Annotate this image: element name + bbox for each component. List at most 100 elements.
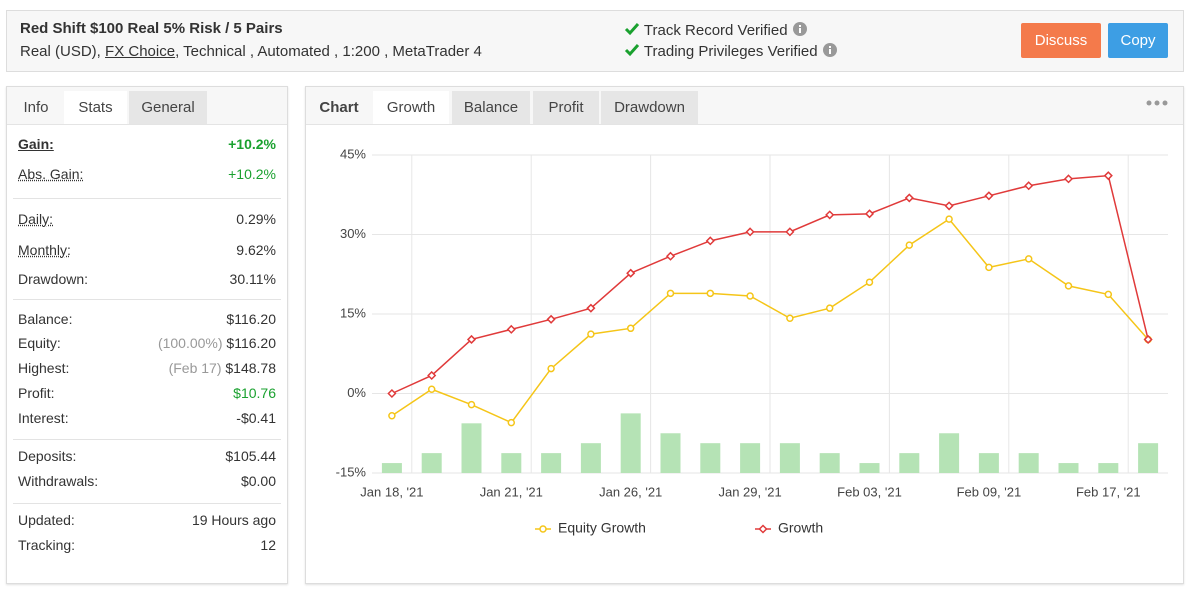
- x-tick-label: Feb 03, '21: [837, 484, 902, 499]
- stat-value: $10.76: [233, 385, 276, 401]
- separator: [13, 299, 281, 300]
- bar: [700, 443, 721, 473]
- stat-label: Tracking:: [18, 537, 76, 553]
- tab-active[interactable]: Growth: [373, 91, 449, 124]
- y-tick-label: 0%: [347, 385, 366, 400]
- tab[interactable]: Balance: [452, 91, 530, 124]
- x-tick-label: Feb 17, '21: [1076, 484, 1141, 499]
- stat-value-text: +10.2%: [228, 166, 276, 182]
- tab-active[interactable]: Stats: [64, 91, 127, 124]
- header-bar: Red Shift $100 Real 5% Risk / 5 Pairs Re…: [6, 10, 1184, 72]
- stat-value-text: 12: [260, 537, 276, 553]
- stat-value: (100.00%) $116.20: [158, 335, 276, 351]
- series-marker: [506, 324, 516, 334]
- series-marker: [786, 314, 794, 322]
- legend-marker: [539, 525, 547, 533]
- stat-value: (Feb 17) $148.78: [169, 360, 276, 376]
- bar: [501, 453, 522, 473]
- bar: [660, 433, 681, 473]
- series-marker: [985, 263, 993, 272]
- series-marker: [387, 388, 397, 399]
- copy-button[interactable]: Copy: [1108, 23, 1168, 58]
- check-icon: [624, 44, 640, 57]
- stat-value-text: $10.76: [233, 385, 276, 401]
- series-marker: [904, 193, 914, 203]
- bar: [779, 443, 800, 473]
- series-marker: [547, 364, 555, 373]
- stat-label: Highest:: [18, 360, 70, 376]
- tab[interactable]: Drawdown: [601, 91, 698, 124]
- stat-value-text: +10.2%: [228, 136, 276, 152]
- bar: [978, 453, 999, 473]
- separator: [13, 198, 281, 199]
- series-marker: [427, 385, 436, 394]
- series-marker: [587, 330, 595, 338]
- bar: [620, 413, 641, 473]
- tab[interactable]: General: [129, 91, 207, 124]
- series-marker: [984, 191, 994, 201]
- verified-item: Track Record Verified: [624, 21, 808, 39]
- bar: [580, 443, 601, 473]
- series-marker: [546, 314, 556, 324]
- series-marker: [785, 227, 795, 237]
- broker-link[interactable]: FX Choice: [105, 43, 176, 60]
- series-marker: [1063, 174, 1074, 184]
- bar: [939, 433, 960, 473]
- series-marker: [1064, 282, 1073, 290]
- series-marker: [1104, 290, 1113, 299]
- series-marker: [1143, 334, 1153, 345]
- series-marker: [706, 289, 715, 298]
- account-details: , Technical , Automated , 1:200 , MetaTr…: [175, 43, 482, 60]
- legend-label: Growth: [778, 520, 823, 536]
- series-marker: [507, 418, 516, 427]
- bar: [740, 443, 761, 473]
- tab[interactable]: Profit: [533, 91, 599, 124]
- stat-value-text: $116.20: [226, 311, 276, 327]
- series-marker: [865, 278, 874, 286]
- stat-value: $105.44: [225, 448, 276, 464]
- series-marker: [944, 201, 954, 211]
- bar: [1058, 463, 1079, 473]
- series-marker: [905, 241, 914, 249]
- bar: [1098, 463, 1119, 473]
- bar: [1018, 453, 1039, 473]
- y-tick-label: 15%: [340, 305, 366, 320]
- separator: [13, 439, 281, 440]
- stat-value: 12: [260, 537, 276, 553]
- bar: [1138, 443, 1159, 473]
- info-icon[interactable]: [822, 42, 838, 58]
- verified-label: Track Record Verified: [643, 22, 788, 39]
- stat-value: $116.20: [226, 311, 276, 327]
- series-marker: [388, 412, 396, 420]
- y-tick-label: 45%: [340, 146, 366, 161]
- series-marker: [825, 304, 834, 312]
- series-marker: [864, 209, 875, 219]
- bar: [421, 453, 442, 473]
- series-marker: [626, 268, 636, 278]
- stat-value-text: -$0.41: [236, 410, 276, 426]
- stat-label: Drawdown:: [18, 271, 89, 287]
- menu-icon[interactable]: [1146, 99, 1168, 107]
- verified-label: Trading Privileges Verified: [643, 43, 818, 60]
- bar: [859, 463, 880, 473]
- stat-value-text: 0.29%: [236, 211, 276, 227]
- stats-panel: Info Stats General Gain: +10.2% Abs. Gain:…: [6, 86, 288, 584]
- tab[interactable]: Info: [23, 99, 49, 116]
- series-marker: [945, 215, 953, 223]
- stat-label: Profit:: [18, 385, 55, 401]
- series-marker: [626, 324, 635, 333]
- info-icon[interactable]: [792, 21, 808, 37]
- series-line: [391, 174, 1149, 395]
- stat-label: Updated:: [18, 512, 75, 528]
- chart-label: Chart: [319, 99, 359, 116]
- stat-label: Balance:: [18, 311, 73, 327]
- discuss-button[interactable]: Discuss: [1021, 23, 1101, 58]
- series-marker: [705, 236, 715, 246]
- stat-value: -$0.41: [236, 410, 276, 426]
- stat-label: Interest:: [18, 410, 69, 426]
- series-marker: [1024, 255, 1033, 263]
- series-marker: [825, 210, 835, 220]
- stat-value-text: $116.20: [226, 335, 276, 351]
- stat-label: Deposits:: [18, 448, 77, 464]
